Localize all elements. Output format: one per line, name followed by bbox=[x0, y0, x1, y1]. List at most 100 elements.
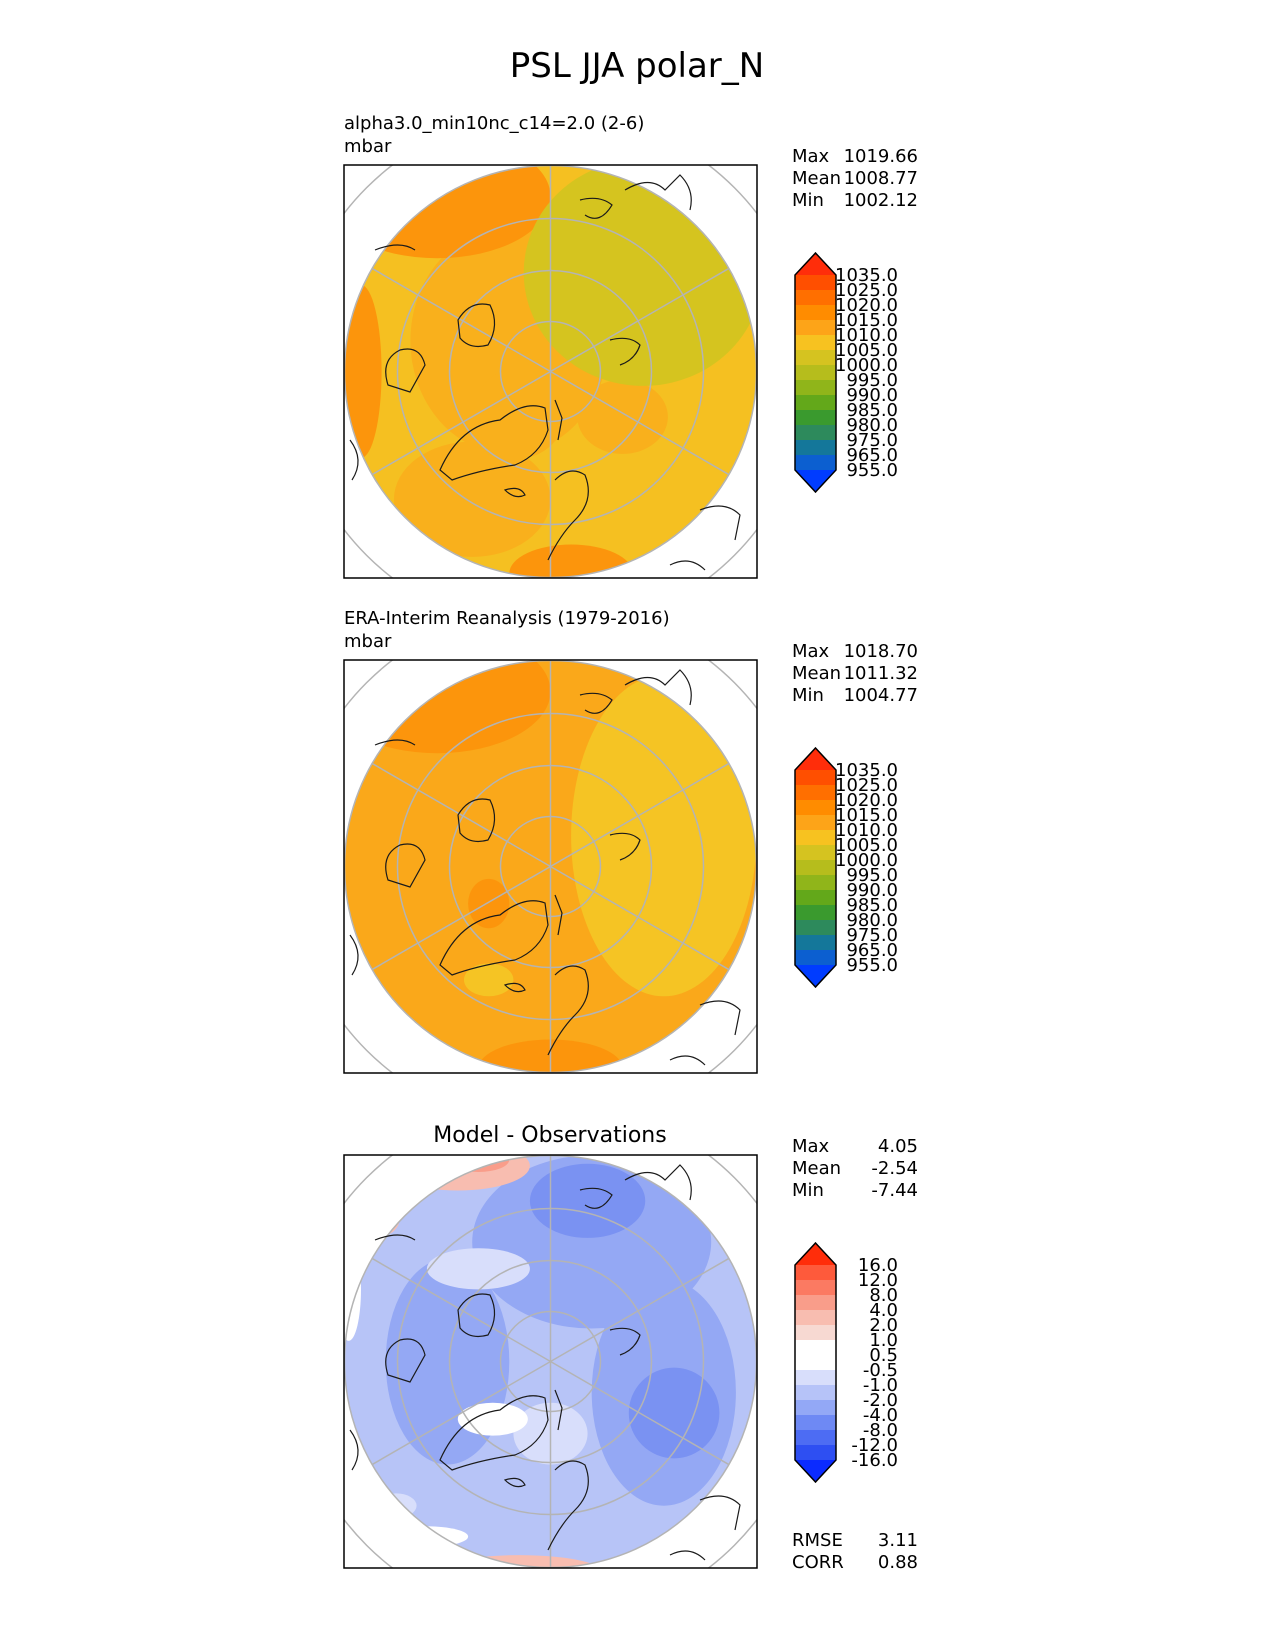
panel-observations: ERA-Interim Reanalysis (1979-2016) mbar bbox=[343, 608, 918, 1074]
colorbar-tick-label: 1020.0 bbox=[835, 790, 898, 811]
colorbar-segment bbox=[795, 845, 836, 861]
colorbar-tick-label: 0.5 bbox=[869, 1345, 898, 1366]
stat-corr-value: 0.88 bbox=[878, 1552, 918, 1573]
colorbar-segment bbox=[795, 455, 836, 471]
colorbar-segment bbox=[795, 1400, 836, 1416]
field-region bbox=[509, 544, 633, 578]
colorbar-extend-max bbox=[795, 1243, 836, 1265]
colorbar-segment bbox=[795, 335, 836, 351]
colorbar-tick-label: 1025.0 bbox=[835, 280, 898, 301]
colorbar-tick-label: -4.0 bbox=[863, 1405, 898, 1426]
stat-max-value: 4.05 bbox=[878, 1136, 918, 1157]
colorbar-segment bbox=[795, 1415, 836, 1431]
field-region bbox=[474, 367, 565, 459]
colorbar-segment bbox=[795, 1385, 836, 1401]
colorbar-tick-label: 985.0 bbox=[846, 895, 898, 916]
field-region bbox=[358, 1204, 380, 1222]
colorbar-tick-label: 980.0 bbox=[846, 910, 898, 931]
colorbar-outline bbox=[794, 746, 837, 989]
colorbar-segment bbox=[795, 440, 836, 456]
colorbar-segment bbox=[795, 380, 836, 396]
colorbar-segment bbox=[795, 1310, 836, 1326]
stat-mean-label: Mean bbox=[792, 1158, 841, 1179]
panel-difference-title: Model - Observations bbox=[433, 1123, 666, 1148]
colorbar-tick-label: 1010.0 bbox=[835, 820, 898, 841]
field-region bbox=[529, 1163, 646, 1238]
panel-difference: Model - Observations Max 4. bbox=[343, 1123, 918, 1573]
field-region bbox=[344, 284, 382, 459]
stat-min-label: Min bbox=[792, 685, 824, 706]
colorbar-segment bbox=[795, 320, 836, 336]
colorbar-segment bbox=[795, 815, 836, 831]
colorbar-tick-label: 8.0 bbox=[869, 1285, 898, 1306]
colorbar-tick-label: 1.0 bbox=[869, 1330, 898, 1351]
colorbar-tick-label: 1005.0 bbox=[835, 835, 898, 856]
stat-min-value: 1004.77 bbox=[844, 685, 918, 706]
stat-max-label: Max bbox=[792, 146, 830, 167]
stat-rmse-value: 3.11 bbox=[878, 1530, 918, 1551]
colorbar-tick-label: 975.0 bbox=[846, 430, 898, 451]
colorbar-segment bbox=[795, 410, 836, 426]
panel-observations-colorbar: 1035.01025.01020.01015.01010.01005.01000… bbox=[794, 746, 898, 989]
field-region bbox=[628, 1367, 720, 1459]
colorbar-tick-label: 955.0 bbox=[846, 955, 898, 976]
stat-rmse-label: RMSE bbox=[792, 1530, 843, 1551]
colorbar-tick-label: -2.0 bbox=[863, 1390, 898, 1411]
colorbar-tick-label: 2.0 bbox=[869, 1315, 898, 1336]
colorbar-tick-label: 995.0 bbox=[846, 865, 898, 886]
colorbar-tick-label: 995.0 bbox=[846, 370, 898, 391]
stat-min-value: 1002.12 bbox=[844, 190, 918, 211]
colorbar-tick-label: -16.0 bbox=[851, 1450, 898, 1471]
stat-mean-value: 1011.32 bbox=[844, 663, 918, 684]
colorbar-tick-label: -12.0 bbox=[851, 1435, 898, 1456]
panel-model-stats: Max 1019.66 Mean 1008.77 Min 1002.12 bbox=[792, 146, 918, 211]
colorbar-tick-label: 975.0 bbox=[846, 925, 898, 946]
colorbar-segment bbox=[795, 875, 836, 891]
colorbar-segment bbox=[795, 290, 836, 306]
field-region bbox=[457, 1402, 528, 1436]
colorbar-segment bbox=[795, 275, 836, 291]
field-region bbox=[468, 878, 510, 929]
stat-min-label: Min bbox=[792, 1180, 824, 1201]
colorbar-segment bbox=[795, 830, 836, 846]
stat-mean-label: Mean bbox=[792, 663, 841, 684]
colorbar-extend-max bbox=[795, 253, 836, 275]
colorbar-tick-label: 4.0 bbox=[869, 1300, 898, 1321]
panel-observations-frame bbox=[343, 659, 758, 1074]
stat-mean-value: 1008.77 bbox=[844, 168, 918, 189]
field-region bbox=[577, 379, 668, 454]
colorbar-tick-label: -1.0 bbox=[863, 1375, 898, 1396]
field-region bbox=[350, 1196, 401, 1238]
panel-model: alpha3.0_min10nc_c14=2.0 (2-6) mbar bbox=[343, 113, 918, 579]
colorbar-segment bbox=[795, 1355, 836, 1371]
colorbar-segment bbox=[795, 305, 836, 321]
panel-model-field bbox=[344, 165, 757, 578]
stat-mean-value: -2.54 bbox=[871, 1158, 918, 1179]
field-region bbox=[385, 1155, 530, 1191]
panel-model-title: alpha3.0_min10nc_c14=2.0 (2-6) bbox=[344, 113, 644, 134]
colorbar-segment bbox=[795, 950, 836, 966]
colorbar-tick-label: -8.0 bbox=[863, 1420, 898, 1441]
colorbar-outline bbox=[794, 1241, 837, 1484]
stat-max-value: 1018.70 bbox=[844, 641, 918, 662]
colorbar-segment bbox=[795, 1445, 836, 1461]
panel-observations-coastlines bbox=[349, 669, 741, 1066]
panel-observations-title: ERA-Interim Reanalysis (1979-2016) bbox=[344, 608, 670, 629]
stat-max-value: 1019.66 bbox=[844, 146, 918, 167]
stat-max-label: Max bbox=[792, 1136, 830, 1157]
stat-min-value: -7.44 bbox=[871, 1180, 918, 1201]
panel-model-colorbar: 1035.01025.01020.01015.01010.01005.01000… bbox=[794, 251, 898, 494]
panel-model-units: mbar bbox=[344, 136, 392, 157]
colorbar-tick-label: 965.0 bbox=[846, 445, 898, 466]
stat-corr-label: CORR bbox=[792, 1552, 844, 1573]
colorbar-tick-label: 1020.0 bbox=[835, 295, 898, 316]
colorbar-segment bbox=[795, 1280, 836, 1296]
colorbar-segment bbox=[795, 1370, 836, 1386]
field-region bbox=[426, 1248, 530, 1290]
colorbar-outline bbox=[794, 251, 837, 494]
colorbar-tick-label: 1015.0 bbox=[835, 310, 898, 331]
colorbar-tick-label: 980.0 bbox=[846, 415, 898, 436]
colorbar-tick-label: 12.0 bbox=[858, 1270, 898, 1291]
panel-model-coastlines bbox=[349, 174, 741, 571]
